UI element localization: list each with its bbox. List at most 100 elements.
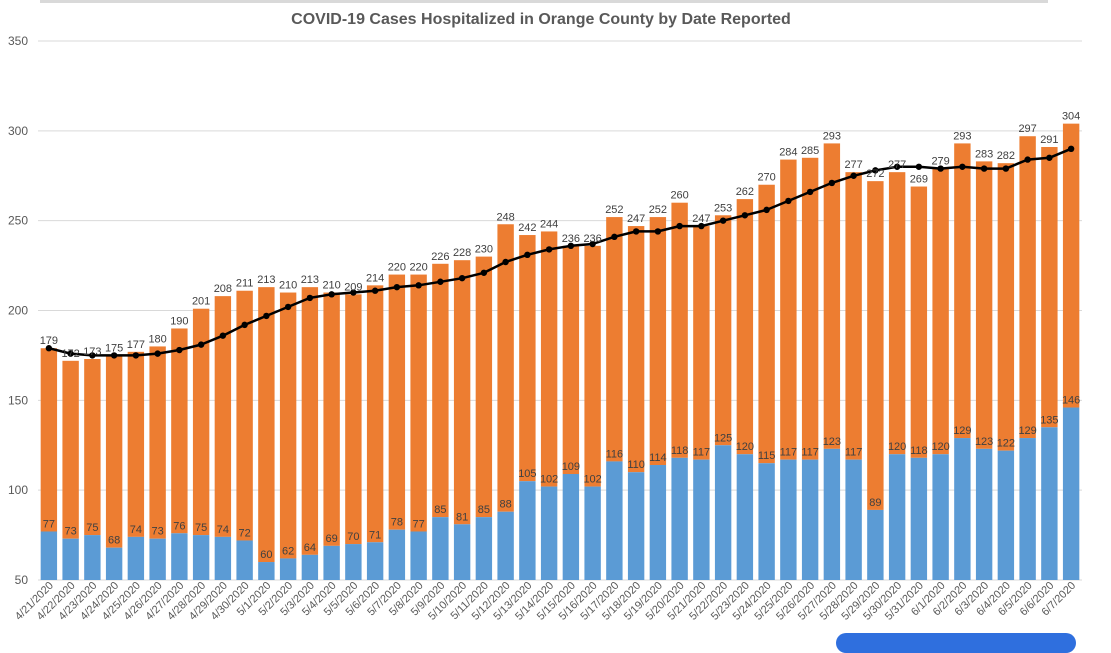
icu-data-label: 115 (758, 450, 776, 462)
bar-icu (345, 544, 362, 580)
total-data-label: 213 (257, 274, 275, 286)
icu-data-label: 89 (869, 497, 881, 509)
icu-data-label: 73 (152, 526, 164, 538)
bar-icu (1062, 407, 1080, 580)
icu-data-label: 118 (671, 445, 689, 457)
bar-icu (932, 454, 949, 580)
average-point (828, 179, 836, 187)
total-data-label: 269 (910, 174, 928, 186)
overlay-button[interactable] (836, 633, 1076, 653)
bar-icu (171, 533, 188, 580)
total-data-label: 285 (801, 145, 819, 157)
average-point (350, 289, 357, 296)
average-point (328, 291, 335, 298)
bar-total (1019, 136, 1036, 439)
bar-total (497, 224, 514, 512)
total-data-label: 291 (1040, 134, 1058, 146)
icu-data-label: 71 (369, 529, 381, 541)
average-point (110, 352, 118, 359)
bar-icu (997, 450, 1015, 580)
total-data-label: 220 (388, 262, 406, 274)
icu-data-label: 60 (260, 549, 272, 561)
average-point (806, 188, 814, 196)
y-tick-label: 350 (8, 34, 28, 48)
total-data-label: 247 (692, 213, 710, 225)
icu-data-label: 129 (953, 425, 971, 437)
icu-data-label: 85 (434, 504, 446, 516)
bar-icu (606, 461, 623, 580)
total-data-label: 230 (475, 244, 493, 256)
bar-total (301, 287, 319, 555)
average-point (785, 197, 792, 205)
average-point (241, 321, 248, 329)
bar-total (214, 296, 232, 537)
icu-data-label: 120 (931, 441, 949, 453)
icu-data-label: 73 (65, 526, 77, 538)
bar-total (867, 181, 884, 510)
bar-icu (888, 454, 906, 580)
bar-total (649, 217, 667, 466)
average-point (676, 222, 683, 230)
bar-total (453, 260, 471, 525)
average-point (698, 222, 705, 230)
average-point (45, 345, 53, 352)
bar-icu (62, 538, 79, 580)
bar-total (997, 163, 1015, 451)
average-point (415, 282, 422, 289)
bar-total (519, 235, 536, 482)
average-point (306, 294, 314, 302)
icu-data-label: 102 (583, 474, 601, 486)
bar-total (714, 215, 732, 446)
icu-data-label: 69 (326, 533, 338, 545)
icu-data-label: 135 (1040, 414, 1058, 426)
bar-total (627, 226, 645, 473)
bar-total (540, 231, 558, 487)
y-tick-label: 50 (15, 573, 29, 587)
total-data-label: 277 (888, 159, 906, 171)
icu-data-label: 122 (997, 438, 1015, 450)
icu-data-label: 116 (606, 448, 624, 460)
bar-total (475, 256, 493, 518)
y-tick-label: 200 (8, 304, 28, 318)
average-point (1002, 165, 1010, 172)
x-axis: 4/21/20204/22/20204/23/20204/24/20204/25… (13, 580, 1078, 623)
bar-icu (845, 459, 862, 580)
average-point (611, 233, 618, 241)
total-data-label: 201 (192, 296, 210, 308)
bar-total (932, 168, 949, 455)
bar-icu (736, 454, 754, 580)
bar-total (127, 351, 145, 537)
average-point (437, 278, 444, 285)
bar-icu (432, 517, 449, 580)
top-border (40, 0, 1048, 3)
icu-data-label: 76 (173, 520, 185, 532)
bar-icu (758, 463, 775, 580)
total-data-label: 297 (1018, 123, 1036, 135)
bar-total (910, 186, 928, 458)
bar-total (236, 290, 253, 541)
average-point (132, 352, 140, 359)
bar-total (584, 245, 601, 487)
total-data-label: 190 (170, 315, 188, 327)
total-data-label: 213 (301, 274, 319, 286)
icu-data-label: 70 (347, 531, 359, 543)
average-point (850, 172, 857, 179)
total-data-label: 244 (540, 218, 558, 230)
bar-total (888, 172, 906, 455)
bar-total (758, 184, 775, 464)
total-data-label: 293 (953, 130, 971, 142)
average-point (959, 163, 966, 170)
bar-total (192, 308, 210, 536)
bar-icu (975, 448, 993, 580)
icu-data-label: 77 (43, 518, 55, 530)
total-data-label: 283 (975, 148, 993, 160)
average-point (872, 167, 879, 174)
average-point (154, 350, 161, 357)
average-point (632, 228, 640, 235)
average-point (589, 240, 596, 248)
icu-data-label: 64 (304, 542, 316, 554)
bar-icu (236, 540, 253, 580)
icu-data-label: 123 (975, 436, 993, 448)
total-data-label: 262 (736, 186, 754, 198)
bar-total (1062, 123, 1080, 408)
